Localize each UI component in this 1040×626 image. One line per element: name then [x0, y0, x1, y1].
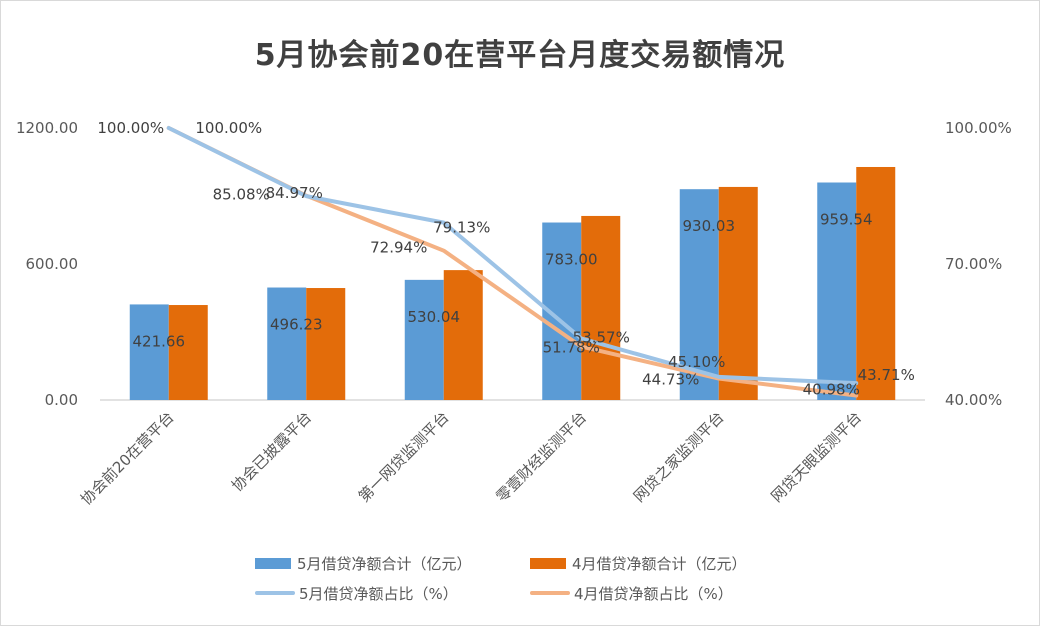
line-apr-data-label: 100.00% — [97, 119, 164, 137]
line-may-data-label: 53.57% — [573, 328, 630, 346]
line-may-data-label: 84.97% — [266, 184, 323, 202]
y-left-tick-label: 1200.00 — [16, 119, 78, 137]
bar-may-amount — [817, 182, 857, 400]
line-apr-data-label: 51.78% — [543, 339, 600, 357]
legend-swatch-apr-amount — [530, 557, 566, 569]
bar-data-label: 530.04 — [408, 308, 461, 326]
bar-data-label: 959.54 — [820, 211, 873, 229]
line-apr-data-label: 72.94% — [370, 239, 427, 257]
legend-item-may-ratio: 5月借贷净额占比（%） — [255, 583, 530, 604]
y-left-tick-label: 600.00 — [26, 255, 79, 273]
line-apr-data-label: 85.08% — [213, 186, 270, 204]
line-may-data-label: 79.13% — [433, 219, 490, 237]
bar-data-label: 496.23 — [270, 316, 323, 334]
x-category-label: 协会已披露平台 — [228, 408, 315, 495]
chart-title: 5月协会前20在营平台月度交易额情况 — [254, 38, 786, 73]
legend-label-apr-amount: 4月借贷净额合计（亿元） — [572, 554, 747, 573]
y-right-tick-label: 70.00% — [945, 255, 1002, 273]
legend: 5月借贷净额合计（亿元） 4月借贷净额合计（亿元） 5月借贷净额占比（%） 4月… — [255, 548, 815, 608]
legend-label-may-ratio: 5月借贷净额占比（%） — [299, 584, 458, 603]
bar-may-amount — [129, 304, 169, 400]
legend-label-may-amount: 5月借贷净额合计（亿元） — [297, 554, 472, 573]
bar-may-amount — [679, 189, 719, 400]
x-category-label: 网贷之家监测平台 — [630, 408, 728, 506]
y-right-tick-label: 40.00% — [945, 391, 1002, 409]
bar-may-amount — [404, 279, 444, 400]
legend-swatch-apr-ratio — [530, 591, 570, 595]
bar-data-label: 421.66 — [133, 332, 186, 350]
y-right-tick-label: 100.00% — [945, 119, 1012, 137]
x-category-label: 第一网贷监测平台 — [355, 408, 453, 506]
line-may-data-label: 43.71% — [858, 366, 915, 384]
bar-may-amount — [267, 287, 307, 400]
y-left-tick-label: 0.00 — [45, 391, 78, 409]
legend-label-apr-ratio: 4月借贷净额占比（%） — [574, 584, 733, 603]
legend-item-apr-amount: 4月借贷净额合计（亿元） — [530, 553, 805, 574]
x-category-label: 协会前20在营平台 — [77, 408, 177, 508]
bar-apr-amount — [856, 166, 896, 400]
bar-apr-amount — [168, 305, 208, 400]
line-may-ratio — [166, 126, 859, 386]
bar-apr-amount — [443, 270, 483, 400]
bar-apr-amount — [581, 215, 621, 400]
line-apr-data-label: 44.73% — [642, 371, 699, 389]
x-category-label: 零壹财经监测平台 — [492, 408, 590, 506]
line-may-data-label: 45.10% — [668, 353, 725, 371]
bar-apr-amount — [718, 186, 758, 400]
bar-apr-amount — [306, 288, 346, 400]
legend-swatch-may-ratio — [255, 591, 295, 595]
legend-item-apr-ratio: 4月借贷净额占比（%） — [530, 583, 805, 604]
legend-swatch-may-amount — [255, 557, 291, 569]
x-category-label: 网贷天眼监测平台 — [767, 408, 865, 506]
bar-data-label: 783.00 — [545, 251, 598, 269]
line-apr-data-label: 40.98% — [803, 381, 860, 399]
line-may-data-label: 100.00% — [195, 119, 262, 137]
bar-data-label: 930.03 — [683, 217, 736, 235]
legend-item-may-amount: 5月借贷净额合计（亿元） — [255, 553, 530, 574]
